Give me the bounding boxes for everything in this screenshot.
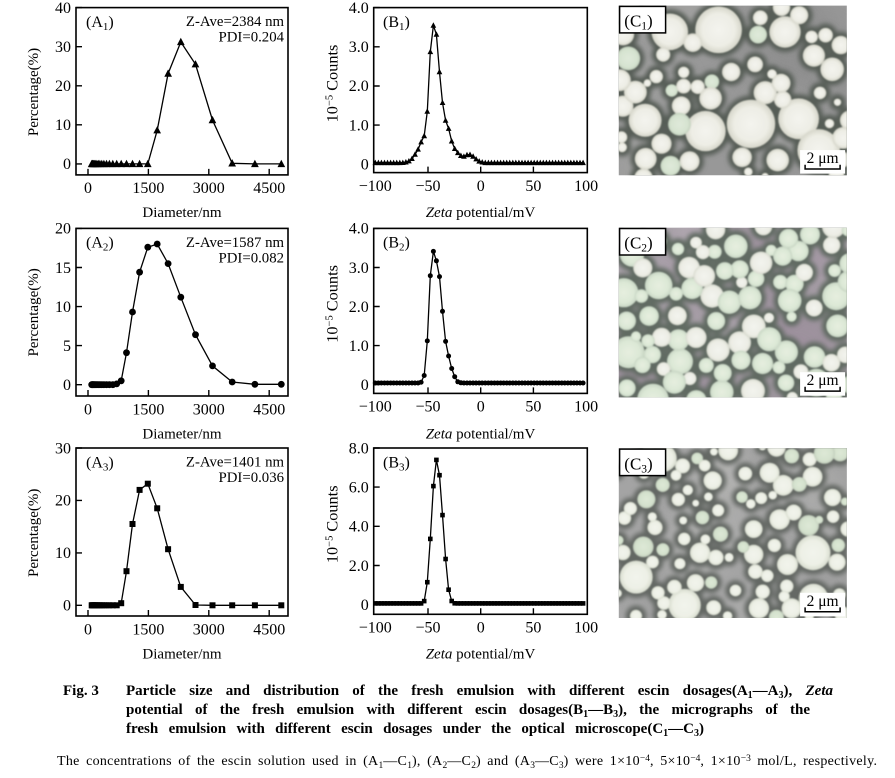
svg-text:100: 100	[574, 620, 598, 637]
svg-text:Z-Ave=1587 nm: Z-Ave=1587 nm	[186, 235, 285, 251]
svg-text:Diameter/nm: Diameter/nm	[142, 646, 221, 662]
svg-text:1.0: 1.0	[349, 338, 369, 355]
svg-text:30: 30	[55, 440, 71, 457]
svg-text:(C1): (C1)	[624, 12, 652, 33]
svg-text:Diameter/nm: Diameter/nm	[142, 205, 221, 221]
svg-text:50: 50	[525, 620, 541, 637]
svg-text:Percentage(%): Percentage(%)	[26, 268, 42, 356]
svg-text:PDI=0.082: PDI=0.082	[219, 250, 284, 266]
svg-text:0: 0	[477, 399, 485, 416]
svg-text:PDI=0.036: PDI=0.036	[219, 470, 284, 486]
svg-text:2.0: 2.0	[349, 558, 369, 575]
svg-text:0: 0	[361, 157, 369, 174]
svg-text:20: 20	[55, 78, 71, 95]
svg-text:20: 20	[55, 221, 71, 238]
svg-text:(C3): (C3)	[624, 454, 652, 475]
svg-text:Z-Ave=2384 nm: Z-Ave=2384 nm	[186, 14, 285, 30]
svg-text:0: 0	[63, 156, 71, 173]
svg-text:Diameter/nm: Diameter/nm	[142, 426, 221, 442]
svg-text:10: 10	[55, 545, 71, 562]
svg-text:3.0: 3.0	[349, 260, 369, 277]
svg-text:−50: −50	[415, 620, 440, 637]
svg-text:(A1): (A1)	[86, 14, 114, 33]
svg-text:(B1): (B1)	[383, 14, 410, 33]
svg-text:4500: 4500	[253, 401, 285, 418]
svg-text:0: 0	[477, 178, 485, 195]
svg-text:Zeta potential/mV: Zeta potential/mV	[426, 205, 536, 221]
svg-text:0: 0	[84, 180, 92, 197]
svg-text:−100: −100	[359, 620, 392, 637]
svg-text:1500: 1500	[132, 621, 164, 638]
svg-text:4.0: 4.0	[349, 0, 369, 17]
svg-text:3000: 3000	[193, 401, 225, 418]
svg-text:20: 20	[55, 493, 71, 510]
svg-text:10: 10	[55, 117, 71, 134]
svg-text:(A3): (A3)	[86, 454, 114, 473]
svg-text:8.0: 8.0	[349, 440, 369, 457]
svg-text:4500: 4500	[253, 621, 285, 638]
svg-text:6.0: 6.0	[349, 479, 369, 496]
svg-text:0: 0	[361, 377, 369, 394]
svg-text:10−5 Counts: 10−5 Counts	[323, 485, 342, 563]
svg-text:(A2): (A2)	[86, 235, 114, 254]
svg-text:0: 0	[84, 621, 92, 638]
svg-text:−100: −100	[359, 178, 392, 195]
svg-text:10−5 Counts: 10−5 Counts	[323, 265, 342, 343]
svg-text:3000: 3000	[193, 180, 225, 197]
svg-text:3.0: 3.0	[349, 39, 369, 56]
svg-text:Zeta potential/mV: Zeta potential/mV	[426, 426, 536, 442]
svg-text:Percentage(%): Percentage(%)	[26, 48, 42, 136]
svg-text:−100: −100	[359, 399, 392, 416]
svg-text:0: 0	[63, 598, 71, 615]
svg-text:30: 30	[55, 39, 71, 56]
svg-text:50: 50	[525, 399, 541, 416]
svg-text:1500: 1500	[132, 180, 164, 197]
svg-text:4.0: 4.0	[349, 221, 369, 238]
svg-text:4500: 4500	[253, 180, 285, 197]
svg-text:1500: 1500	[132, 401, 164, 418]
svg-text:3000: 3000	[193, 621, 225, 638]
svg-text:(B3): (B3)	[383, 454, 410, 473]
svg-text:2.0: 2.0	[349, 78, 369, 95]
svg-text:5: 5	[63, 338, 71, 355]
svg-text:−50: −50	[415, 399, 440, 416]
svg-text:PDI=0.204: PDI=0.204	[219, 30, 285, 46]
svg-text:40: 40	[55, 0, 71, 17]
svg-text:15: 15	[55, 260, 71, 277]
svg-text:2 μm: 2 μm	[807, 372, 839, 389]
svg-text:(C2): (C2)	[624, 234, 652, 255]
svg-text:10−5 Counts: 10−5 Counts	[323, 45, 342, 123]
svg-text:100: 100	[574, 399, 598, 416]
svg-text:Z-Ave=1401 nm: Z-Ave=1401 nm	[186, 455, 285, 471]
svg-text:10: 10	[55, 299, 71, 316]
svg-text:2 μm: 2 μm	[807, 593, 839, 610]
svg-text:Zeta potential/mV: Zeta potential/mV	[426, 646, 536, 662]
svg-text:50: 50	[525, 178, 541, 195]
svg-text:100: 100	[574, 178, 598, 195]
svg-text:1.0: 1.0	[349, 117, 369, 134]
svg-text:2.0: 2.0	[349, 299, 369, 316]
svg-text:2 μm: 2 μm	[807, 150, 839, 167]
svg-text:0: 0	[477, 620, 485, 637]
svg-text:Percentage(%): Percentage(%)	[26, 489, 42, 577]
svg-text:0: 0	[84, 401, 92, 418]
svg-text:−50: −50	[415, 178, 440, 195]
svg-text:0: 0	[63, 377, 71, 394]
svg-text:0: 0	[361, 597, 369, 614]
svg-text:(B2): (B2)	[383, 235, 410, 254]
svg-text:4.0: 4.0	[349, 519, 369, 536]
